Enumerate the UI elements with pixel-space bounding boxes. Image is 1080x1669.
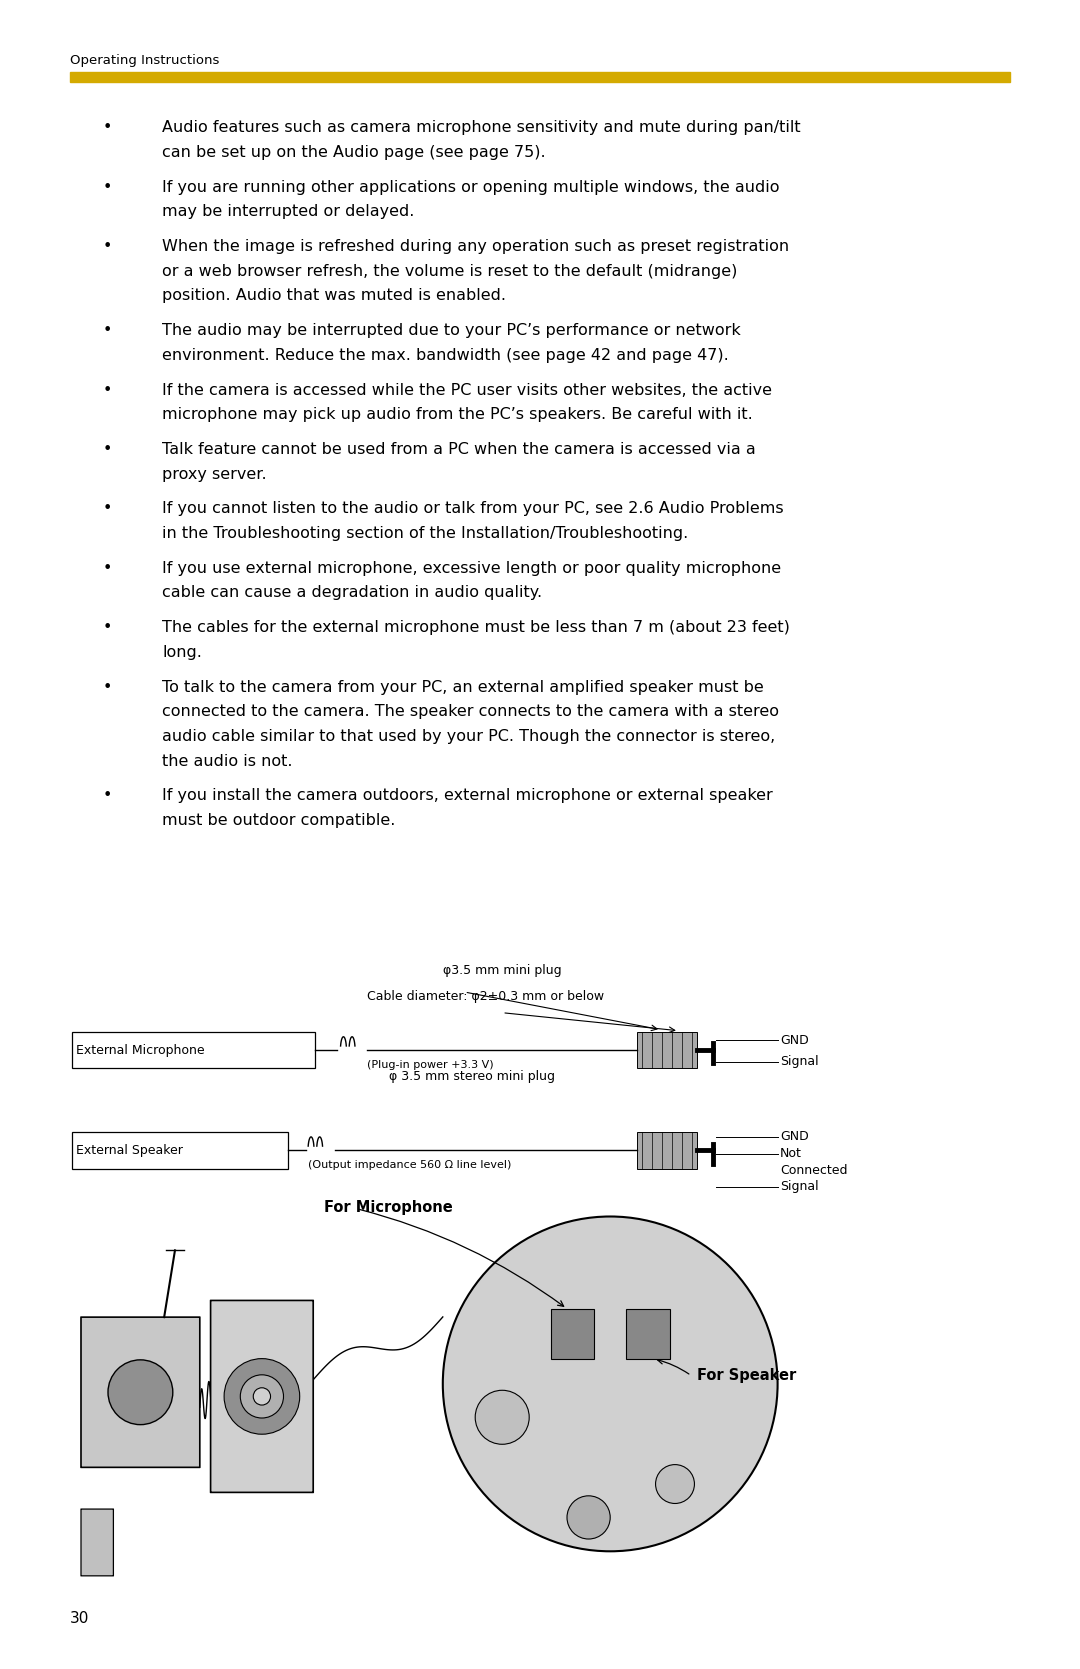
Text: can be set up on the Audio page (see page 75).: can be set up on the Audio page (see pag…: [162, 145, 545, 160]
FancyBboxPatch shape: [211, 1300, 313, 1492]
Circle shape: [240, 1375, 283, 1419]
Text: Audio features such as camera microphone sensitivity and mute during pan/tilt: Audio features such as camera microphone…: [162, 120, 800, 135]
Text: If you are running other applications or opening multiple windows, the audio: If you are running other applications or…: [162, 180, 780, 195]
Text: External Speaker: External Speaker: [77, 1143, 184, 1157]
Text: cable can cause a degradation in audio quality.: cable can cause a degradation in audio q…: [162, 586, 542, 601]
Text: position. Audio that was muted is enabled.: position. Audio that was muted is enable…: [162, 289, 507, 304]
Text: •: •: [103, 120, 112, 135]
FancyBboxPatch shape: [81, 1509, 113, 1576]
Text: •: •: [103, 788, 112, 803]
Bar: [637, 1031, 697, 1068]
Text: For Microphone: For Microphone: [324, 1200, 453, 1215]
Text: audio cable similar to that used by your PC. Though the connector is stereo,: audio cable similar to that used by your…: [162, 729, 775, 744]
Text: •: •: [103, 324, 112, 339]
Circle shape: [656, 1465, 694, 1504]
Text: Operating Instructions: Operating Instructions: [70, 53, 219, 67]
Text: environment. Reduce the max. bandwidth (see page 42 and page 47).: environment. Reduce the max. bandwidth (…: [162, 347, 729, 362]
Circle shape: [475, 1390, 529, 1444]
Bar: [70, 72, 1010, 82]
Text: GND: GND: [780, 1130, 809, 1143]
Text: For Speaker: For Speaker: [697, 1369, 796, 1384]
Text: Connected: Connected: [780, 1163, 847, 1177]
Text: connected to the camera. The speaker connects to the camera with a stereo: connected to the camera. The speaker con…: [162, 704, 779, 719]
Text: •: •: [103, 561, 112, 576]
Text: the audio is not.: the audio is not.: [162, 754, 293, 769]
Text: The audio may be interrupted due to your PC’s performance or network: The audio may be interrupted due to your…: [162, 324, 741, 339]
Text: •: •: [103, 442, 112, 457]
Text: •: •: [103, 239, 112, 254]
Text: in the Troubleshooting section of the Installation/Troubleshooting.: in the Troubleshooting section of the In…: [162, 526, 688, 541]
Bar: [551, 1308, 594, 1359]
Text: proxy server.: proxy server.: [162, 467, 267, 482]
Text: •: •: [103, 180, 112, 195]
Circle shape: [567, 1495, 610, 1539]
Text: Signal: Signal: [780, 1180, 819, 1193]
Text: •: •: [103, 501, 112, 516]
Text: •: •: [103, 382, 112, 397]
Bar: [637, 1132, 697, 1168]
Bar: [72, 1031, 315, 1068]
Text: φ 3.5 mm stereo mini plug: φ 3.5 mm stereo mini plug: [389, 1070, 555, 1083]
Text: Cable diameter: φ2±0.3 mm or below: Cable diameter: φ2±0.3 mm or below: [367, 990, 605, 1003]
Text: long.: long.: [162, 644, 202, 659]
Text: φ3.5 mm mini plug: φ3.5 mm mini plug: [443, 963, 562, 976]
Text: •: •: [103, 621, 112, 636]
Text: Not: Not: [780, 1147, 801, 1160]
Circle shape: [253, 1389, 270, 1405]
Text: (Plug-in power +3.3 V): (Plug-in power +3.3 V): [367, 1060, 494, 1070]
Text: microphone may pick up audio from the PC’s speakers. Be careful with it.: microphone may pick up audio from the PC…: [162, 407, 753, 422]
Text: If the camera is accessed while the PC user visits other websites, the active: If the camera is accessed while the PC u…: [162, 382, 772, 397]
Text: The cables for the external microphone must be less than 7 m (about 23 feet): The cables for the external microphone m…: [162, 621, 789, 636]
Text: If you install the camera outdoors, external microphone or external speaker: If you install the camera outdoors, exte…: [162, 788, 773, 803]
Text: If you cannot listen to the audio or talk from your PC, see 2.6 Audio Problems: If you cannot listen to the audio or tal…: [162, 501, 784, 516]
Text: To talk to the camera from your PC, an external amplified speaker must be: To talk to the camera from your PC, an e…: [162, 679, 764, 694]
Text: When the image is refreshed during any operation such as preset registration: When the image is refreshed during any o…: [162, 239, 789, 254]
Circle shape: [108, 1360, 173, 1425]
Bar: [72, 1132, 288, 1168]
Text: External Microphone: External Microphone: [77, 1043, 205, 1056]
Text: must be outdoor compatible.: must be outdoor compatible.: [162, 813, 395, 828]
Text: GND: GND: [780, 1033, 809, 1046]
Text: may be interrupted or delayed.: may be interrupted or delayed.: [162, 204, 415, 219]
Text: 30: 30: [70, 1612, 90, 1626]
Text: (Output impedance 560 Ω line level): (Output impedance 560 Ω line level): [308, 1160, 511, 1170]
Circle shape: [225, 1359, 300, 1434]
Text: or a web browser refresh, the volume is reset to the default (midrange): or a web browser refresh, the volume is …: [162, 264, 738, 279]
Text: •: •: [103, 679, 112, 694]
Text: Talk feature cannot be used from a PC when the camera is accessed via a: Talk feature cannot be used from a PC wh…: [162, 442, 756, 457]
Text: Signal: Signal: [780, 1055, 819, 1068]
Bar: [626, 1308, 670, 1359]
FancyBboxPatch shape: [81, 1317, 200, 1467]
Circle shape: [443, 1217, 778, 1551]
Text: If you use external microphone, excessive length or poor quality microphone: If you use external microphone, excessiv…: [162, 561, 781, 576]
